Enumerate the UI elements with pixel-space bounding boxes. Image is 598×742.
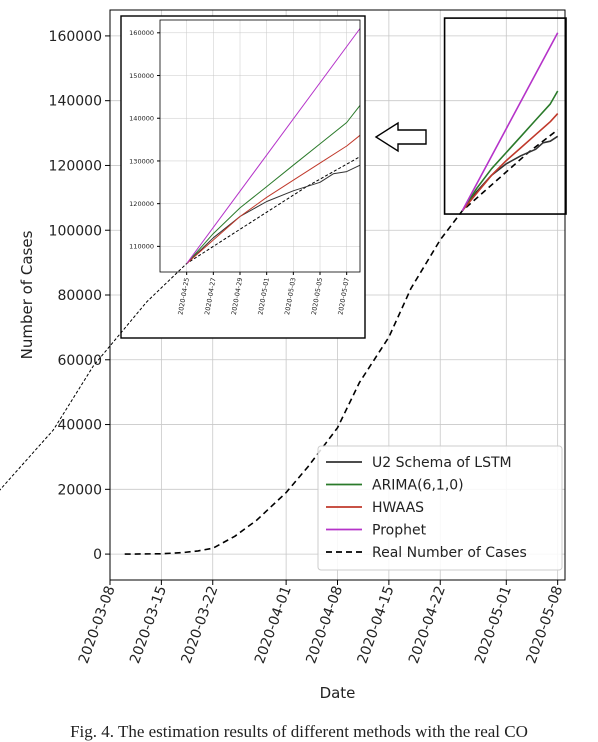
- chart: 0 20000 40000 60000 80000 100000 120000 140000 1…: [0, 9, 567, 702]
- series-line: [186, 134, 361, 264]
- y-axis-label: Number of Cases: [18, 230, 36, 359]
- x-tick-label: 2020-04-01: [252, 584, 295, 666]
- y-tick-label: 0: [93, 547, 102, 563]
- y-tick-label: 40000: [57, 418, 102, 434]
- x-axis-label: Date: [320, 684, 356, 702]
- series-line: [461, 113, 559, 212]
- y-tick-label: 160000: [49, 29, 102, 45]
- inset-plot: 1100001200001300001400001500001600002020…: [0, 15, 366, 491]
- legend-label: Prophet: [372, 523, 427, 539]
- legend-box: [317, 445, 563, 571]
- plot-frame: [159, 19, 361, 273]
- x-tick-label: 2020-05-01: [472, 584, 515, 666]
- arrow-shape: [374, 121, 427, 153]
- x-tick-label: 2020-04-22: [406, 584, 449, 666]
- legend-label: ARIMA(6,1,0): [372, 478, 464, 494]
- figure-caption: Fig. 4. The estimation results of differ…: [70, 722, 528, 741]
- zoom-region-rect: [443, 17, 567, 215]
- y-tick-label: 120000: [129, 200, 154, 208]
- x-tick-label: 2020-03-08: [76, 584, 119, 666]
- y-tick-label: 80000: [57, 288, 102, 304]
- y-tick-label: 60000: [57, 353, 102, 369]
- series-line: [124, 129, 559, 555]
- series-line: [461, 32, 559, 212]
- series-line: [186, 28, 361, 264]
- y-tick-label: 140000: [129, 115, 154, 123]
- series-line: [461, 90, 559, 212]
- zoom-box: [443, 17, 567, 215]
- y-tick-label: 130000: [129, 157, 154, 165]
- series-line: [186, 164, 361, 264]
- legend-label: U2 Schema of LSTM: [372, 455, 512, 471]
- x-tick-label: 2020-04-15: [355, 584, 398, 666]
- legend: U2 Schema of LSTM ARIMA(6,1,0) HWAAS Prophe…: [317, 445, 563, 571]
- y-tick-label: 120000: [49, 158, 102, 174]
- legend-label: Real Number of Cases: [372, 545, 527, 561]
- x-tick-label: 2020-03-22: [179, 584, 222, 666]
- y-tick-label: 150000: [129, 72, 154, 80]
- x-tick-label: 2020-03-15: [127, 584, 170, 666]
- inset-border: [120, 15, 366, 339]
- y-tick-label: 160000: [129, 29, 154, 37]
- y-tick-label: 140000: [49, 94, 102, 110]
- y-tick-label: 110000: [129, 243, 154, 251]
- x-tick-label: 2020-04-08: [303, 584, 346, 666]
- legend-label: HWAAS: [372, 500, 424, 516]
- y-tick-label: 20000: [57, 482, 102, 498]
- x-tick-label: 2020-05-08: [523, 584, 566, 666]
- y-tick-label: 100000: [49, 223, 102, 239]
- series-line: [186, 105, 361, 264]
- zoom-arrow-icon: [374, 121, 427, 153]
